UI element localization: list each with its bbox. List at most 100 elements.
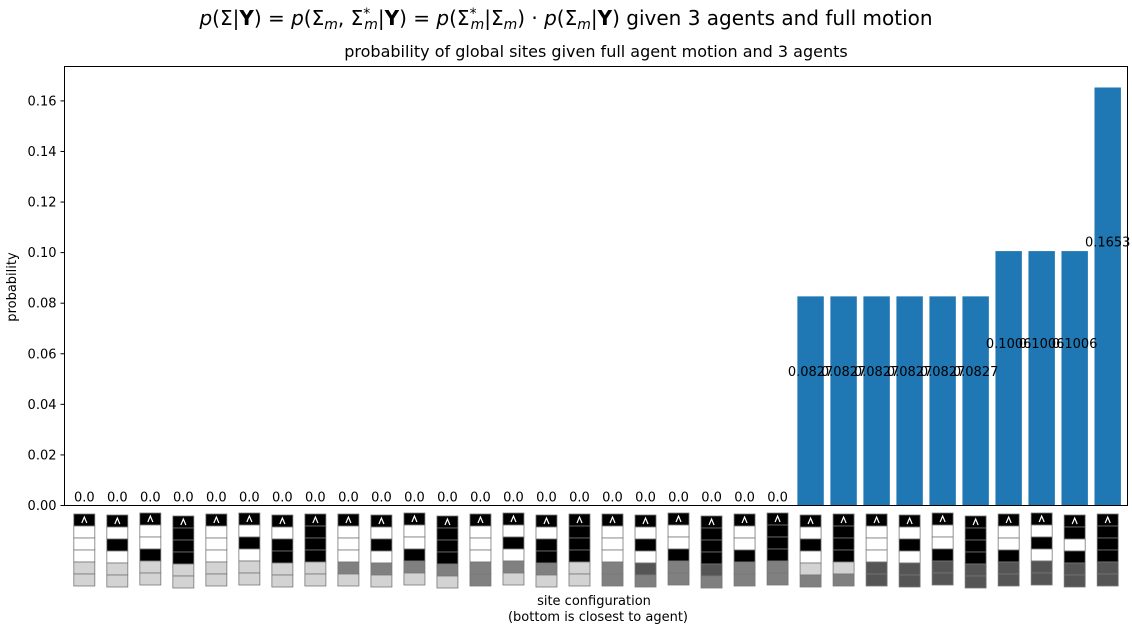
site-cell-1 <box>205 525 228 539</box>
bar-31 <box>1094 87 1121 506</box>
x-axis-sublabel: (bottom is closest to agent) <box>508 610 688 625</box>
site-cell-4 <box>502 560 525 574</box>
site-config-icon-16 <box>601 513 624 587</box>
site-cell-1 <box>73 525 96 539</box>
site-cell-4 <box>1030 560 1053 574</box>
site-config-icon-29 <box>1030 512 1053 586</box>
site-cell-3 <box>238 548 261 562</box>
site-config-icon-11 <box>436 515 459 589</box>
bar-value-label-24: 0.0827 <box>854 365 900 380</box>
site-cell-1 <box>238 524 261 538</box>
site-cell-1 <box>436 527 459 541</box>
site-cell-5 <box>700 575 723 589</box>
site-cell-1 <box>799 526 822 540</box>
chart-suptitle: p(Σ|Y) = p(Σm, Σ* m|Y) = p(Σ* m|Σm) · p(Σm… <box>198 6 932 33</box>
bar-value-label-6: 0.0 <box>272 491 293 506</box>
agent-marker-icon <box>906 516 913 525</box>
site-cell-4 <box>1063 562 1086 576</box>
site-cell-3 <box>1063 550 1086 564</box>
bar-value-label-4: 0.0 <box>206 491 227 506</box>
site-cell-2 <box>931 536 954 550</box>
bar-22 <box>797 296 824 506</box>
site-cell-5 <box>502 572 525 586</box>
bar-26 <box>929 296 956 506</box>
site-cell-3 <box>865 549 888 563</box>
bar-value-label-29: 0.1006 <box>1019 337 1065 352</box>
site-cell-5 <box>997 573 1020 587</box>
site-cell-2 <box>271 538 294 552</box>
y-tick-label-1: 0.02 <box>28 448 57 463</box>
site-cell-2 <box>370 538 393 552</box>
site-cell-3 <box>634 550 657 564</box>
bar-27 <box>962 296 989 506</box>
bar-value-label-25: 0.0827 <box>887 365 933 380</box>
bar-value-label-7: 0.0 <box>305 491 326 506</box>
site-cell-3 <box>502 548 525 562</box>
agent-marker-icon <box>81 515 88 524</box>
bar-value-label-8: 0.0 <box>338 491 359 506</box>
agent-marker-icon <box>609 515 616 524</box>
site-cell-2 <box>832 537 855 551</box>
site-cell-5 <box>238 572 261 586</box>
site-cell-2 <box>997 537 1020 551</box>
site-config-icon-22 <box>799 514 822 588</box>
agent-marker-icon <box>708 517 715 526</box>
site-config-icon-1 <box>106 514 129 588</box>
site-config-icon-7 <box>304 513 327 587</box>
site-cell-4 <box>370 562 393 576</box>
agent-marker-icon <box>873 515 880 524</box>
agent-marker-icon <box>147 514 154 523</box>
site-cell-1 <box>1063 526 1086 540</box>
site-cell-4 <box>766 560 789 574</box>
site-cell-4 <box>73 561 96 575</box>
site-cell-1 <box>733 525 756 539</box>
site-cell-3 <box>568 549 591 563</box>
site-config-icon-14 <box>535 514 558 588</box>
bar-value-label-20: 0.0 <box>734 491 755 506</box>
site-cell-3 <box>436 551 459 565</box>
site-cell-1 <box>832 525 855 539</box>
site-config-icon-9 <box>370 514 393 588</box>
y-tick-label-0: 0.00 <box>28 499 57 514</box>
bar-value-label-19: 0.0 <box>701 491 722 506</box>
agent-marker-icon <box>972 517 979 526</box>
plot-frame <box>64 66 1128 506</box>
site-cell-5 <box>568 573 591 587</box>
agent-marker-icon <box>510 514 517 523</box>
site-cell-4 <box>832 561 855 575</box>
site-cell-1 <box>1096 525 1119 539</box>
agent-marker-icon <box>675 514 682 523</box>
site-config-icon-15 <box>568 513 591 587</box>
agent-marker-icon <box>279 516 286 525</box>
site-config-icon-6 <box>271 514 294 588</box>
site-config-icon-27 <box>964 515 987 589</box>
bar-28 <box>995 251 1022 506</box>
agent-marker-icon <box>840 515 847 524</box>
site-cell-3 <box>469 549 492 563</box>
site-config-icon-12 <box>469 513 492 587</box>
site-cell-3 <box>964 551 987 565</box>
site-cell-4 <box>997 561 1020 575</box>
site-cell-3 <box>799 550 822 564</box>
site-cell-3 <box>898 550 921 564</box>
agent-marker-icon <box>1071 516 1078 525</box>
y-tick-label-4: 0.08 <box>28 297 57 312</box>
site-cell-1 <box>997 525 1020 539</box>
bar-value-label-1: 0.0 <box>107 491 128 506</box>
site-cell-5 <box>172 575 195 589</box>
y-tick-label-8: 0.16 <box>28 94 57 109</box>
site-config-icon-24 <box>865 513 888 587</box>
site-cell-5 <box>865 573 888 587</box>
site-cell-1 <box>601 525 624 539</box>
site-cell-4 <box>898 562 921 576</box>
site-cell-1 <box>139 524 162 538</box>
bar-value-label-30: 0.1006 <box>1052 337 1098 352</box>
agent-marker-icon <box>741 515 748 524</box>
site-cell-5 <box>139 572 162 586</box>
site-cell-4 <box>733 561 756 575</box>
site-cell-5 <box>766 572 789 586</box>
site-cell-4 <box>1096 561 1119 575</box>
site-cell-4 <box>667 560 690 574</box>
site-cell-4 <box>865 561 888 575</box>
